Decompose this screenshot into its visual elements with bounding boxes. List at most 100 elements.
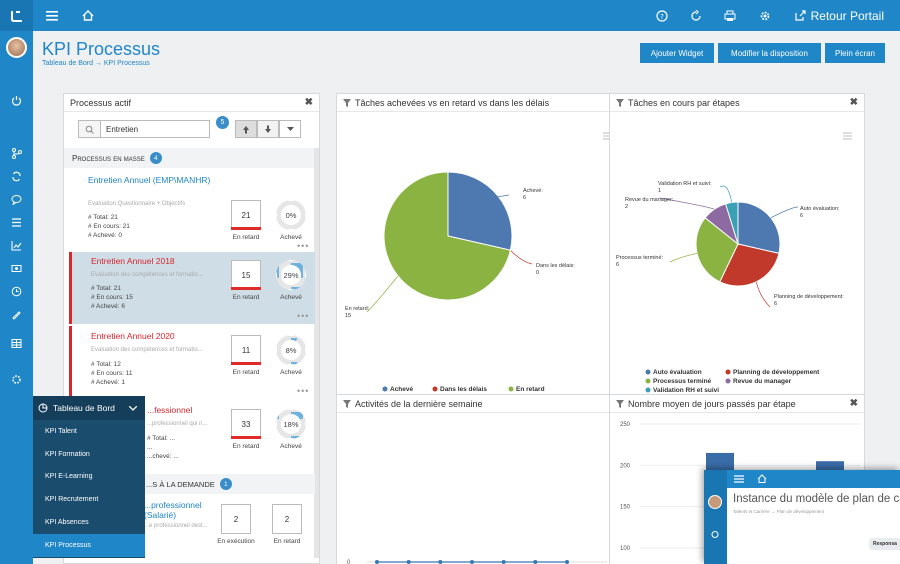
fullscreen-button[interactable]: Plein écran <box>825 43 885 63</box>
y-tick-label: 0 <box>347 560 351 564</box>
nav-item-kpi-recrutement[interactable]: KPI Recrutement <box>45 496 99 504</box>
top-bar: ? Retour Portail <box>0 0 900 31</box>
data-point[interactable] <box>375 560 379 564</box>
close-icon[interactable]: ✖ <box>849 97 858 108</box>
inset-button[interactable]: Responsa <box>869 538 900 550</box>
chart-menu-icon[interactable] <box>843 132 852 140</box>
nav-menu-header[interactable]: Tableau de Bord <box>33 396 145 420</box>
more-options-icon[interactable]: ••• <box>297 386 310 396</box>
process-item[interactable]: Entretien Annuel (EMP\MANHR) Evaluation … <box>69 170 315 251</box>
dashboard-nav-menu: Tableau de Bord KPI Talent KPI Formation… <box>33 396 145 558</box>
more-options-icon[interactable]: ••• <box>297 311 310 321</box>
user-avatar[interactable] <box>6 37 27 58</box>
user-avatar[interactable] <box>708 495 722 509</box>
inset-breadcrumb: Talents et Carrière → Plan de développem… <box>733 509 825 514</box>
nav-item-kpi-elearning[interactable]: KPI E-Learning <box>45 473 93 481</box>
modify-layout-button[interactable]: Modifier la disposition <box>718 43 821 63</box>
power-icon[interactable] <box>8 92 25 109</box>
process-title[interactable]: ...professionnel (Salarié) <box>144 500 202 520</box>
process-item[interactable]: Entretien Annuel 2018 Evaluation des com… <box>69 252 315 324</box>
hamburger-menu-icon[interactable] <box>734 475 744 483</box>
data-point[interactable] <box>470 560 474 564</box>
slice-label: En retard: 15 <box>345 306 370 319</box>
panel-scrollbar[interactable] <box>314 148 319 558</box>
late-label: En retard <box>232 234 260 241</box>
legend-item[interactable]: En retard <box>508 386 545 393</box>
process-title[interactable]: Entretien Annuel 2018 <box>91 256 175 266</box>
home-icon[interactable] <box>80 0 96 31</box>
process-item[interactable]: Entretien Annuel 2020 Evaluation des com… <box>69 326 315 398</box>
help-icon[interactable]: ? <box>654 0 670 31</box>
chat-icon[interactable] <box>8 191 25 208</box>
data-point[interactable] <box>533 560 538 564</box>
chevron-down-icon[interactable] <box>279 120 301 138</box>
data-point[interactable] <box>438 560 443 564</box>
home-icon[interactable] <box>757 474 767 483</box>
filter-icon[interactable] <box>616 98 624 107</box>
sync-icon[interactable] <box>8 168 25 185</box>
hamburger-menu-icon[interactable] <box>44 0 60 31</box>
clock-icon[interactable] <box>8 283 25 300</box>
breadcrumb[interactable]: Tableau de Bord → KPI Processus <box>42 60 150 67</box>
data-point[interactable] <box>501 560 506 564</box>
portal-link[interactable]: Retour Portail <box>795 0 884 31</box>
slice-connector <box>669 253 698 263</box>
process-desc: Evaluation des compétences et formatio..… <box>91 272 203 278</box>
panel-header: Nombre moyen de jours passés par étape ✖ <box>610 395 864 413</box>
nav-item-kpi-processus[interactable]: KPI Processus <box>33 533 145 557</box>
process-desc: ...e professionnel dest... <box>144 523 208 529</box>
legend-item[interactable]: Validation RH et suivi <box>645 387 720 394</box>
settings-icon[interactable] <box>8 371 25 388</box>
total-stat: # Total: 21 <box>88 214 118 221</box>
settings-gear-icon[interactable] <box>757 0 773 31</box>
late-count: 21 <box>231 200 261 230</box>
process-title[interactable]: Entretien Annuel (EMP\MANHR) <box>88 175 211 185</box>
chart-icon[interactable] <box>8 237 25 254</box>
late-bar <box>231 287 261 290</box>
table-icon[interactable] <box>8 335 25 352</box>
legend-item[interactable]: Auto évaluation <box>645 369 702 376</box>
legend-swatch <box>725 369 731 375</box>
print-icon[interactable] <box>722 0 738 31</box>
nav-item-kpi-formation[interactable]: KPI Formation <box>45 450 90 458</box>
process-item[interactable]: ...professionnel (Salarié) ...e professi… <box>69 496 315 563</box>
data-point[interactable] <box>406 560 411 564</box>
nav-item-kpi-absences[interactable]: KPI Absences <box>45 519 89 527</box>
sort-down-button[interactable] <box>257 120 279 138</box>
panel-title: Processus actif <box>70 97 132 108</box>
filter-icon[interactable] <box>343 399 351 408</box>
legend-item[interactable]: Planning de développement <box>725 369 821 376</box>
chart-title: Tâches en cours par étapes <box>628 97 740 108</box>
legend-label: Dans les délais <box>440 386 487 393</box>
legend-item[interactable]: Processus terminé <box>645 378 712 385</box>
workflow-icon[interactable] <box>8 145 25 162</box>
progress-ring: 29% <box>276 260 306 290</box>
legend-swatch <box>725 378 731 384</box>
list-icon[interactable] <box>8 214 25 231</box>
data-point[interactable] <box>565 560 569 564</box>
chart-title: Tâches achevées vs en retard vs dans les… <box>355 97 550 108</box>
filter-icon[interactable] <box>343 98 351 107</box>
more-options-icon[interactable]: ••• <box>297 241 310 251</box>
sort-up-button[interactable] <box>235 120 257 138</box>
nav-item-kpi-talent[interactable]: KPI Talent <box>45 427 77 435</box>
legend-item[interactable]: Achevé <box>382 386 414 393</box>
late-label: En retard <box>232 443 260 450</box>
money-icon[interactable] <box>8 260 25 277</box>
app-logo[interactable] <box>0 0 33 31</box>
search-input[interactable]: Entretien <box>100 120 210 138</box>
process-title[interactable]: Entretien Annuel 2020 <box>91 331 175 341</box>
power-icon[interactable] <box>711 530 719 538</box>
search-icon[interactable] <box>78 120 100 138</box>
legend-item[interactable]: Revue du manager <box>725 378 792 385</box>
process-title[interactable]: ...fessionnel <box>147 405 193 415</box>
pen-icon[interactable] <box>8 306 25 323</box>
section-mass-processes: Processus en masse 4 <box>64 148 315 168</box>
y-tick-label: 150 <box>620 505 631 511</box>
legend-item[interactable]: Dans les délais <box>432 386 488 393</box>
filter-icon[interactable] <box>616 399 624 408</box>
refresh-icon[interactable] <box>688 0 704 31</box>
close-icon[interactable]: ✖ <box>304 97 313 108</box>
close-icon[interactable]: ✖ <box>849 398 858 409</box>
add-widget-button[interactable]: Ajouter Widget <box>640 43 714 63</box>
